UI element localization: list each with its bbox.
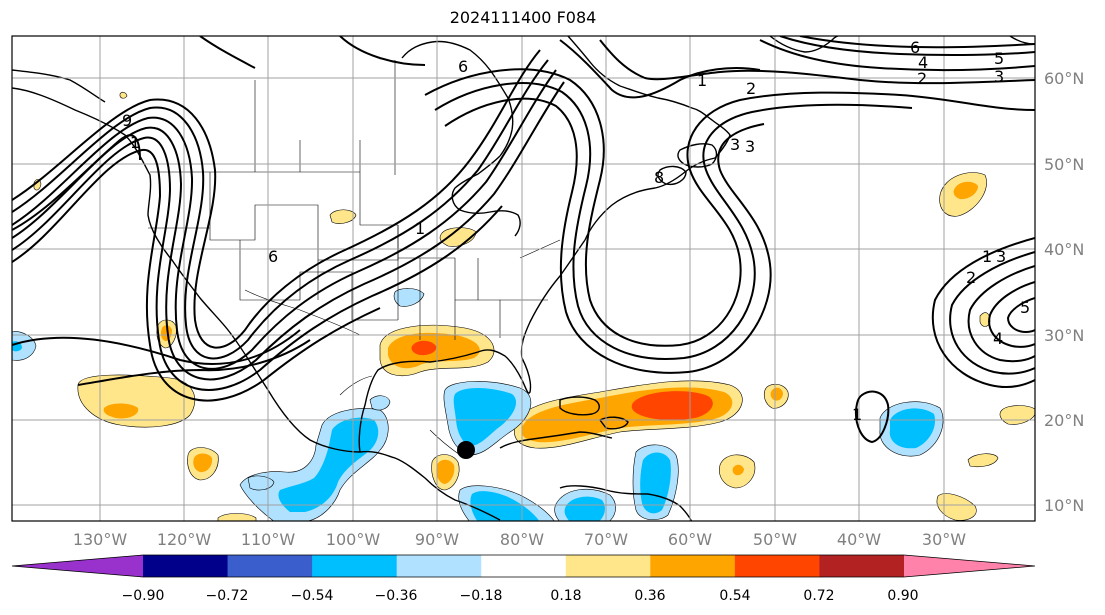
colorbar-segment (396, 555, 482, 577)
svg-text:6: 6 (458, 57, 468, 76)
svg-text:100°W: 100°W (326, 530, 381, 549)
svg-text:0.72: 0.72 (803, 588, 834, 604)
colorbar-segment (143, 555, 229, 577)
svg-text:120°W: 120°W (157, 530, 212, 549)
svg-text:6: 6 (910, 38, 920, 57)
svg-text:30°W: 30°W (922, 530, 966, 549)
svg-text:70°W: 70°W (584, 530, 628, 549)
svg-text:1: 1 (697, 71, 707, 90)
svg-text:90°W: 90°W (415, 530, 459, 549)
contour-labels: 6 1 2 6 4 3 5 2 3 1 6 8 9 1 3 1 2 3 5 4 … (122, 38, 1030, 424)
colorbar-segment (819, 555, 905, 577)
svg-text:2: 2 (917, 69, 927, 88)
anomaly-shading (12, 91, 1035, 521)
svg-text:5: 5 (1020, 298, 1030, 317)
svg-text:4: 4 (993, 329, 1003, 348)
svg-text:−0.36: −0.36 (375, 588, 418, 604)
svg-text:3: 3 (996, 247, 1006, 266)
latitude-labels: 60°N 50°N 40°N 30°N 20°N 10°N (1044, 69, 1084, 515)
svg-text:2: 2 (966, 268, 976, 287)
svg-text:40°N: 40°N (1044, 240, 1084, 259)
svg-text:40°W: 40°W (837, 530, 881, 549)
longitude-labels: 130°W 120°W 110°W 100°W 90°W 80°W 70°W 6… (73, 530, 966, 549)
anomaly-caribbean-positive-peak (631, 391, 713, 421)
svg-text:130°W: 130°W (73, 530, 128, 549)
colorbar-segment (734, 555, 820, 577)
svg-text:−0.18: −0.18 (460, 588, 503, 604)
svg-text:1: 1 (415, 219, 425, 238)
svg-text:1: 1 (982, 247, 992, 266)
height-contours (12, 36, 1035, 444)
colorbar-segment (227, 555, 313, 577)
location-marker (457, 441, 475, 459)
chart-title: 2024111400 F084 (449, 8, 597, 27)
svg-text:3: 3 (745, 137, 755, 156)
svg-text:1: 1 (852, 405, 862, 424)
colorbar-segment (650, 555, 736, 577)
svg-text:8: 8 (654, 168, 664, 187)
colorbar (11, 554, 1036, 578)
svg-text:5: 5 (994, 49, 1004, 68)
svg-text:10°N: 10°N (1044, 496, 1084, 515)
svg-text:9: 9 (122, 111, 132, 130)
svg-text:0.90: 0.90 (887, 588, 918, 604)
colorbar-segment (481, 555, 567, 577)
colorbar-ticks: −0.90 −0.72 −0.54 −0.36 −0.18 0.18 0.36 … (122, 588, 919, 604)
svg-text:0.36: 0.36 (634, 588, 665, 604)
svg-text:−0.72: −0.72 (206, 588, 249, 604)
anomaly-pacific-positive-core (103, 403, 139, 419)
svg-text:20°N: 20°N (1044, 411, 1084, 430)
svg-text:−0.90: −0.90 (122, 588, 165, 604)
colorbar-outline (11, 554, 1036, 578)
svg-text:6: 6 (268, 247, 278, 266)
colorbar-extend-high (904, 555, 1035, 577)
svg-text:50°N: 50°N (1044, 155, 1084, 174)
svg-text:110°W: 110°W (241, 530, 296, 549)
colorbar-segment (565, 555, 651, 577)
svg-text:2: 2 (746, 79, 756, 98)
colorbar-extend-low (12, 555, 143, 577)
svg-text:60°W: 60°W (668, 530, 712, 549)
map-frame (11, 35, 1036, 522)
svg-text:1: 1 (130, 133, 140, 152)
svg-text:80°W: 80°W (500, 530, 544, 549)
svg-text:0.18: 0.18 (550, 588, 581, 604)
svg-text:−0.54: −0.54 (291, 588, 334, 604)
anomaly-gulf-positive-peak (411, 340, 437, 356)
svg-text:30°N: 30°N (1044, 326, 1084, 345)
svg-text:4: 4 (918, 53, 928, 72)
svg-text:0.54: 0.54 (719, 588, 750, 604)
graticule (12, 36, 1035, 521)
svg-text:3: 3 (730, 135, 740, 154)
svg-text:3: 3 (994, 67, 1004, 86)
svg-text:50°W: 50°W (753, 530, 797, 549)
svg-text:60°N: 60°N (1044, 69, 1084, 88)
colorbar-segment (312, 555, 398, 577)
